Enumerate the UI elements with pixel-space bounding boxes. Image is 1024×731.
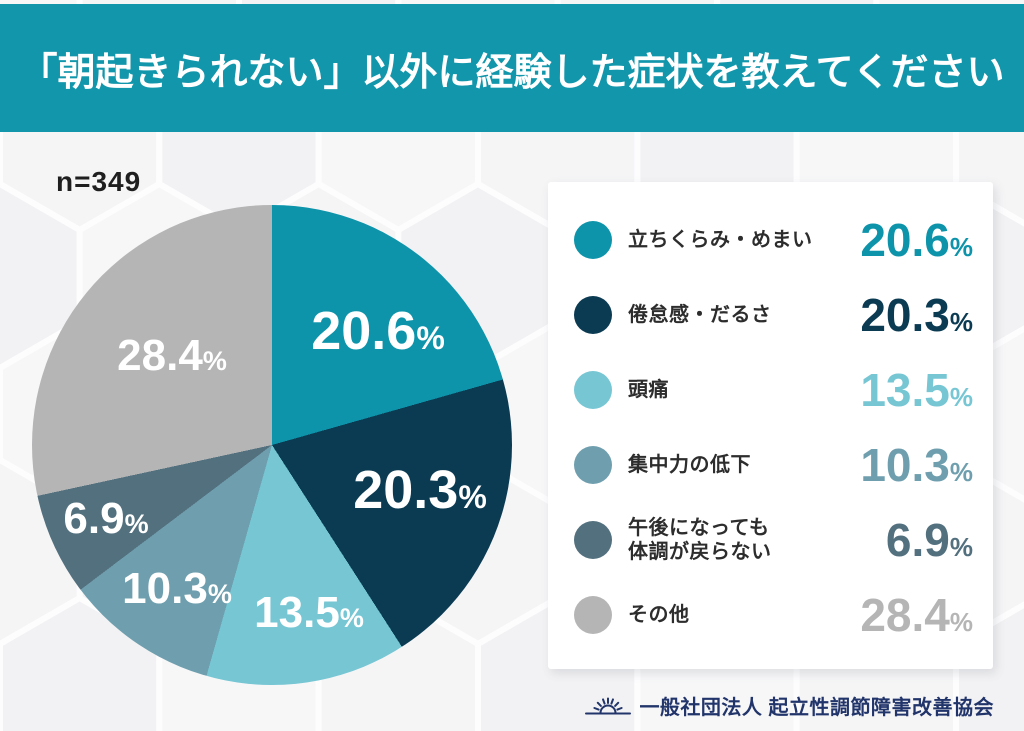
legend-value-number: 20.3	[860, 288, 950, 341]
slice-value: 20.3	[353, 460, 459, 520]
legend-item: 頭痛 13.5%	[574, 352, 973, 427]
sample-size-label: n=349	[56, 166, 142, 197]
legend-item-label: 午後になっても 体調が戻らない	[628, 516, 772, 563]
legend-item-label: 頭痛	[628, 378, 669, 401]
legend-value-number: 6.9	[885, 513, 950, 566]
legend-item-label: その他	[628, 603, 690, 626]
title-banner: 「朝起きられない」以外に経験した症状を教えてください	[0, 4, 1024, 132]
percent-sign: %	[458, 479, 487, 515]
percent-sign: %	[949, 231, 973, 262]
legend-item: その他 28.4%	[574, 577, 973, 652]
legend-item: 午後になっても 体調が戻らない 6.9%	[574, 502, 973, 577]
percent-sign: %	[949, 456, 973, 487]
percent-sign: %	[949, 306, 973, 337]
percent-sign: %	[949, 531, 973, 562]
legend-value-number: 13.5	[860, 363, 950, 416]
legend-color-dot	[574, 220, 612, 259]
legend-item-label: 集中力の低下	[628, 453, 751, 476]
legend-item: 倦怠感・だるさ 20.3%	[574, 277, 973, 352]
slice-value: 6.9	[63, 494, 125, 543]
slice-value: 28.4	[117, 331, 203, 380]
legend-item: 立ちくらみ・めまい 20.6%	[574, 202, 973, 277]
legend-value-number: 28.4	[860, 588, 950, 641]
legend-color-dot	[574, 520, 612, 559]
legend-color-dot	[574, 295, 612, 334]
legend-item-value: 13.5%	[828, 367, 973, 413]
organization-name: 一般社団法人 起立性調節障害改善協会	[639, 696, 994, 719]
percent-sign: %	[339, 603, 364, 633]
percent-sign: %	[949, 606, 973, 637]
legend-item-value: 28.4%	[828, 592, 973, 638]
legend-item: 集中力の低下 10.3%	[574, 427, 973, 502]
percent-sign: %	[949, 381, 973, 412]
percent-sign: %	[124, 509, 149, 539]
percent-sign: %	[207, 579, 232, 609]
footer: 一般社団法人 起立性調節障害改善協会	[585, 690, 994, 720]
legend-item-value: 20.3%	[828, 292, 973, 338]
slice-value: 10.3	[122, 564, 208, 613]
legend-color-dot	[574, 370, 612, 409]
pie-slice-label: 20.3%	[353, 463, 487, 517]
legend-color-dot	[574, 445, 612, 484]
legend-item-value: 10.3%	[828, 442, 973, 488]
pie-slice-label: 13.5%	[254, 591, 364, 635]
pie-chart	[32, 205, 512, 685]
legend-item-value: 6.9%	[828, 517, 973, 563]
pie-slice-label: 20.6%	[311, 304, 445, 358]
percent-sign: %	[416, 320, 445, 356]
percent-sign: %	[202, 346, 227, 376]
page-title: 「朝起きられない」以外に経験した症状を教えてください	[19, 51, 1005, 94]
legend-item-value: 20.6%	[828, 217, 973, 263]
pie-slice-label: 28.4%	[117, 334, 227, 378]
legend-item-label: 立ちくらみ・めまい	[628, 228, 813, 251]
pie-slice-label: 10.3%	[122, 567, 232, 611]
slice-value: 13.5	[254, 588, 340, 637]
pie-slice-label: 6.9%	[63, 497, 148, 541]
legend-item-label: 倦怠感・だるさ	[628, 303, 772, 326]
legend-color-dot	[574, 595, 612, 634]
sunrise-icon	[585, 697, 632, 715]
legend-value-number: 20.6	[860, 213, 950, 266]
legend-value-number: 10.3	[860, 438, 950, 491]
slice-value: 20.6	[311, 301, 417, 361]
legend-panel: 立ちくらみ・めまい 20.6% 倦怠感・だるさ 20.3% 頭痛 13.5% 集…	[548, 182, 993, 669]
